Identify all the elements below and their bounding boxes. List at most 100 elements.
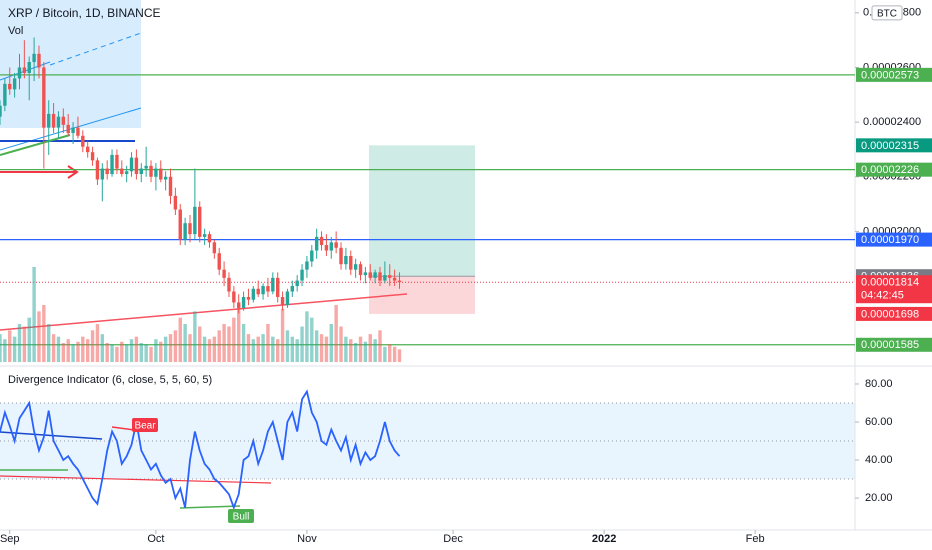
position-tool [369, 145, 475, 314]
volume-bar [212, 336, 217, 362]
volume-bar [173, 330, 178, 362]
divergence-line [0, 475, 272, 484]
candle-body [349, 255, 353, 270]
volume-bar [12, 336, 17, 362]
volume-bar [85, 339, 90, 362]
candle-body [12, 78, 17, 90]
divergence-tag [132, 418, 158, 432]
x-tick-label: Feb [746, 533, 765, 545]
trend-line [0, 134, 71, 156]
volume-bar [373, 339, 377, 362]
volume-bar [295, 339, 299, 362]
candle-body [295, 280, 299, 287]
candle-body [280, 296, 285, 306]
candle-body [275, 277, 280, 297]
candle-body [154, 168, 158, 177]
divergence-label: Bull [233, 512, 250, 523]
volume-bar [261, 334, 265, 362]
volume-bar [81, 336, 85, 362]
volume-bar [275, 339, 280, 362]
volume-bar [139, 343, 143, 362]
price-badge [856, 67, 932, 82]
candle-body [310, 250, 314, 262]
candle-body [363, 272, 368, 276]
candle-body [42, 67, 46, 128]
candle-body [173, 195, 178, 210]
volume-bar [32, 267, 36, 362]
candle-body [353, 264, 358, 270]
candle-body [212, 242, 217, 254]
volume-bar [51, 334, 56, 362]
x-tick-label: 2022 [592, 533, 616, 545]
volume-bar [3, 339, 7, 362]
price-badge-label: 0.00001585 [861, 339, 919, 351]
volume-bar [193, 311, 197, 362]
volume-bar [17, 324, 22, 362]
indicator-title: Divergence Indicator (6, close, 5, 5, 60… [8, 374, 212, 386]
volume-bar [329, 324, 333, 362]
volume-bar [42, 305, 46, 362]
volume-bar [349, 339, 353, 362]
candle-body [168, 176, 173, 196]
x-tick-label: Dec [443, 533, 463, 545]
candle-body [251, 288, 256, 300]
volume-bar [300, 326, 304, 362]
volume-bar [95, 324, 100, 362]
candle-body [397, 280, 402, 283]
volume-bar [266, 324, 270, 362]
volume-bar [37, 311, 41, 362]
candle-body [66, 124, 70, 134]
volume-bar [188, 334, 192, 362]
volume-bar [256, 336, 260, 362]
candle-body [207, 234, 212, 243]
volume-bar [285, 330, 290, 362]
candle-body [56, 116, 61, 128]
candle-body [188, 223, 192, 235]
candle-body [373, 272, 377, 278]
volume-bar [159, 341, 163, 362]
volume-bar [378, 330, 382, 362]
candle-body [388, 275, 392, 278]
price-badge-label: 0.00002226 [861, 164, 919, 176]
volume-bar [178, 317, 182, 362]
candle-body [198, 206, 202, 237]
drawings [0, 0, 408, 331]
candle-body [271, 277, 275, 292]
candle-body [17, 67, 22, 79]
price-badge [856, 232, 932, 247]
position-target [369, 145, 475, 277]
volume-bar [314, 330, 319, 362]
candle-body [193, 206, 197, 235]
price-badge [856, 275, 932, 304]
candle-body [183, 223, 187, 240]
candle-body [339, 247, 343, 265]
volume-bar [388, 344, 392, 362]
volume-bar [251, 339, 256, 362]
candle-body [202, 234, 207, 237]
volume-bar [134, 336, 139, 362]
candle-body [124, 171, 129, 175]
candle-body [134, 157, 139, 175]
countdown: 04:42:45 [861, 290, 904, 302]
volume-bar [47, 324, 51, 362]
volume-bar [353, 343, 358, 362]
candle-body [314, 236, 319, 251]
candle-body [217, 253, 221, 270]
candle-body [246, 296, 251, 300]
volume-bar [168, 334, 173, 362]
y-tick-label: 60.00 [865, 416, 893, 428]
volume-bar [183, 324, 187, 362]
candle-body [47, 113, 51, 128]
candle-body [222, 269, 226, 278]
candle-body [285, 291, 290, 306]
candle-body [227, 277, 231, 292]
volume-bar [56, 336, 61, 362]
volume-bar [305, 311, 309, 362]
candle-body [178, 209, 182, 240]
candle-body [27, 62, 31, 73]
volume-bar [154, 339, 158, 362]
volume-bar [66, 339, 70, 362]
price-badge-label: 0.00002573 [861, 69, 919, 81]
candle-body [129, 157, 134, 172]
volume-bar [368, 334, 372, 362]
